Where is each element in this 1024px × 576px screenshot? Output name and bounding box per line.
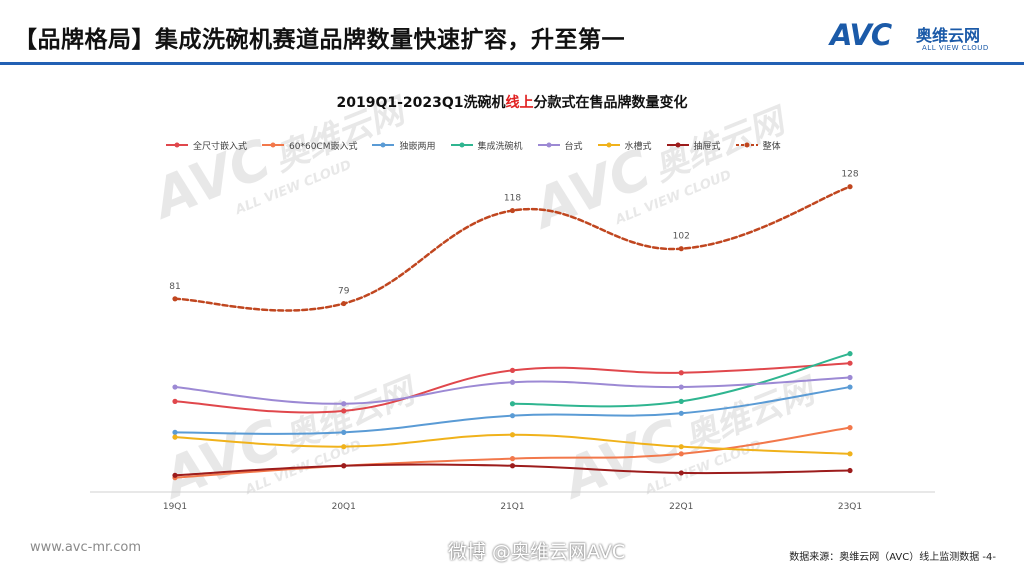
legend-swatch-icon (262, 142, 285, 148)
data-point (847, 384, 853, 390)
series-7 (172, 463, 853, 478)
data-point (341, 463, 347, 469)
data-point (509, 379, 516, 385)
data-point (172, 296, 178, 302)
legend-swatch-icon (450, 142, 473, 148)
series-line (173, 185, 852, 312)
series-4 (509, 351, 853, 408)
data-source-note: 数据来源：奥维云网（AVC）线上监测数据 -4- (789, 552, 996, 563)
data-point (678, 451, 684, 457)
data-label: 128 (841, 170, 858, 180)
data-point (847, 425, 853, 431)
data-point (509, 456, 516, 462)
data-point (509, 463, 516, 469)
data-point (509, 432, 516, 438)
x-tick-label: 19Q1 (163, 502, 187, 512)
data-label: 102 (673, 232, 690, 242)
data-point (341, 429, 347, 435)
chart-title-suffix: 分款式在售品牌数量变化 (533, 95, 688, 111)
data-point (678, 398, 684, 404)
data-point (509, 367, 516, 373)
data-point (509, 207, 516, 214)
data-point (847, 184, 853, 190)
legend-swatch-icon (372, 142, 395, 148)
legend-swatch-icon (735, 142, 758, 148)
data-point (678, 410, 684, 416)
chart-title: 2019Q1-2023Q1洗碗机线上分款式在售品牌数量变化 (0, 92, 1024, 112)
x-tick-label: 21Q1 (500, 502, 524, 512)
series-3 (172, 384, 853, 435)
data-point (172, 434, 178, 440)
legend-label: 全尺寸嵌入式 (193, 141, 248, 152)
legend-label: 集成洗碗机 (477, 141, 523, 152)
data-point (341, 401, 347, 407)
legend-swatch-icon (597, 142, 620, 148)
series-5 (172, 374, 853, 407)
data-point (509, 413, 516, 419)
logo-en-text: ALL VIEW CLOUD (922, 44, 989, 52)
page-title: 【品牌格局】集成洗碗机赛道品牌数量快速扩容，升至第一 (14, 27, 625, 53)
data-label: 81 (169, 282, 180, 292)
legend-label: 整体 (762, 141, 781, 152)
weibo-watermark: 微博 @奥维云网AVC (448, 541, 626, 563)
legend-label: 抽屉式 (693, 141, 721, 152)
data-label: 79 (338, 287, 350, 297)
data-point (678, 384, 684, 390)
x-tick-label: 23Q1 (838, 502, 862, 512)
legend-item: 60*60CM嵌入式 (261, 139, 357, 152)
data-point (847, 467, 853, 474)
legend-item: 独嵌两用 (371, 139, 436, 152)
data-point (678, 370, 684, 376)
data-point (847, 360, 853, 366)
x-tick-label: 20Q1 (332, 502, 356, 512)
data-point (509, 401, 516, 407)
data-point (341, 408, 347, 414)
series-8: 81 79 118 102 128 (169, 170, 859, 312)
legend-item: 全尺寸嵌入式 (165, 139, 247, 152)
avc-logo: AVC 奥维云网 ALL VIEW CLOUD (830, 14, 1010, 60)
series-line (174, 386, 851, 435)
chart-title-highlight: 线上 (505, 95, 534, 111)
legend-swatch-icon (537, 142, 560, 148)
data-point (678, 470, 684, 476)
x-tick-label: 22Q1 (669, 502, 693, 512)
data-point (341, 300, 347, 307)
legend-swatch-icon (166, 142, 188, 148)
data-point (678, 246, 684, 252)
series-1 (172, 360, 853, 414)
data-point (847, 374, 853, 381)
data-point (678, 444, 684, 450)
chart-legend: 全尺寸嵌入式 60*60CM嵌入式 独嵌两用 集成洗碗机 台式 水槽式 抽屉式 整体 (165, 136, 885, 154)
title-divider (0, 62, 1024, 65)
legend-item: 台式 (537, 139, 583, 152)
legend-item: 整体 (735, 139, 781, 152)
data-label: 118 (504, 194, 521, 204)
chart-title-prefix: 2019Q1-2023Q1洗碗机 (336, 95, 506, 111)
website-url: www.avc-mr.com (30, 540, 142, 555)
legend-item: 抽屉式 (666, 139, 721, 152)
data-point (172, 398, 178, 404)
data-point (172, 384, 178, 390)
data-point (172, 472, 178, 478)
legend-label: 60*60CM嵌入式 (289, 141, 358, 152)
data-point (847, 351, 853, 357)
legend-item: 集成洗碗机 (450, 139, 523, 152)
legend-label: 台式 (564, 141, 583, 152)
series-6 (172, 432, 853, 457)
legend-label: 水槽式 (624, 141, 652, 152)
data-point (341, 444, 347, 450)
legend-label: 独嵌两用 (399, 141, 436, 152)
series-line (511, 352, 851, 408)
logo-mark: AVC (830, 18, 892, 52)
legend-item: 水槽式 (597, 139, 652, 152)
data-point (172, 429, 178, 435)
logo-cn-text: 奥维云网 (916, 26, 981, 45)
data-point (847, 451, 853, 457)
legend-swatch-icon (666, 142, 689, 148)
